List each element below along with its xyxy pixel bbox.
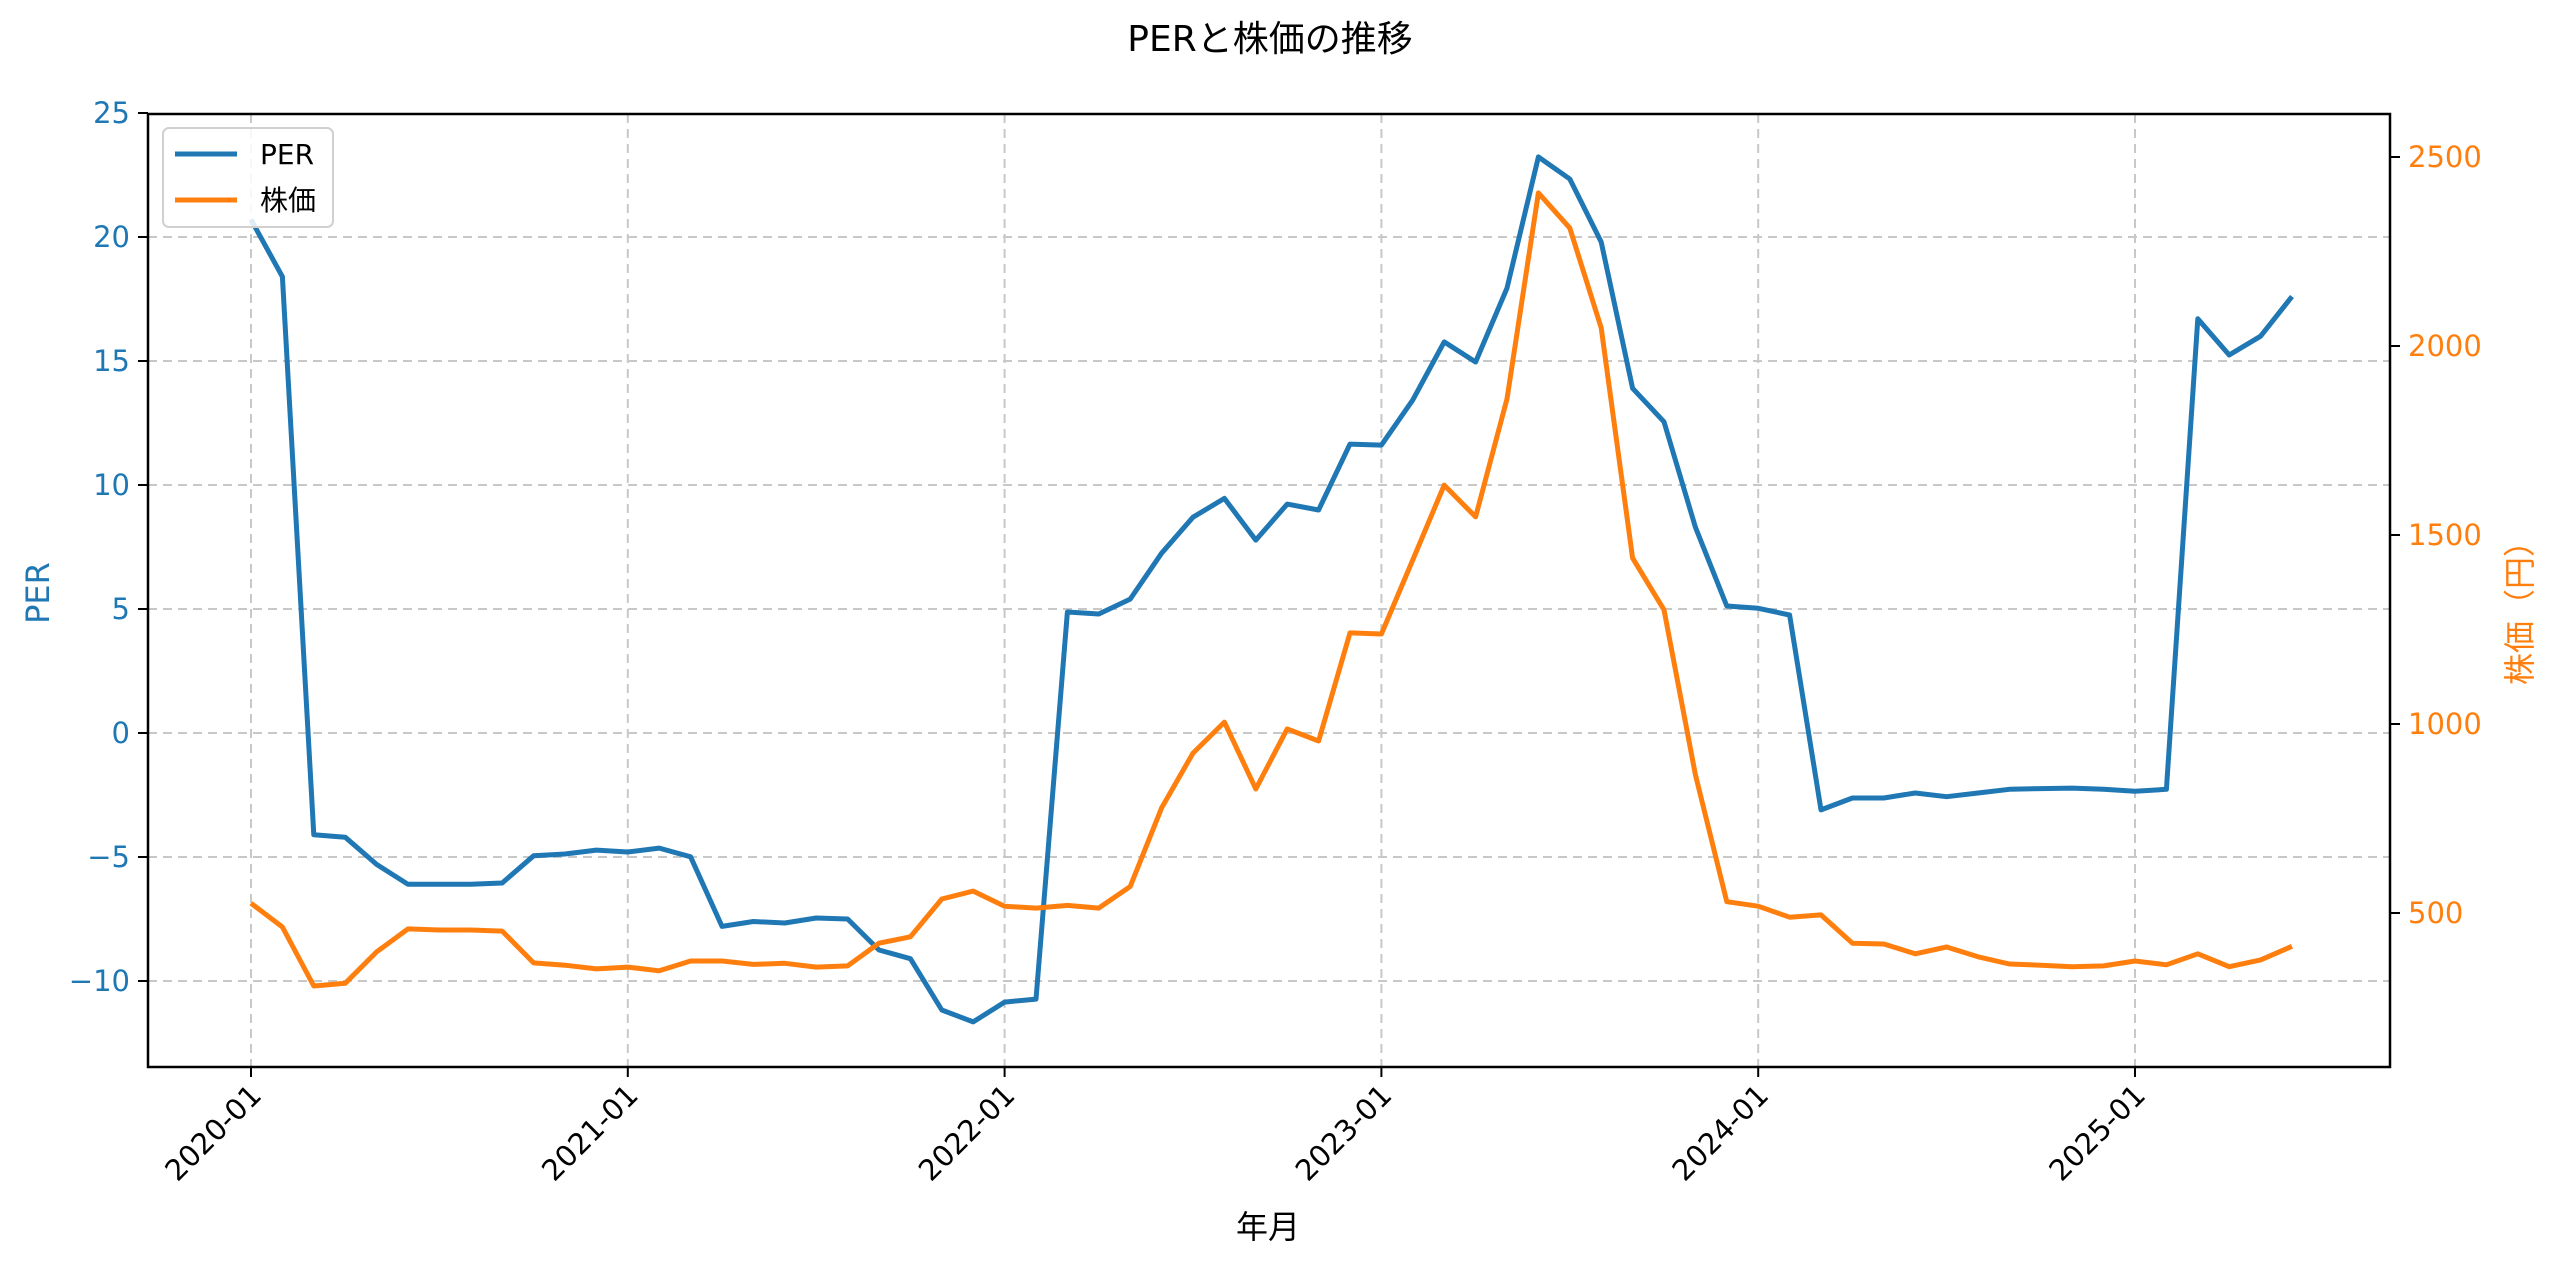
per-line	[248, 154, 2294, 1025]
x-axis: 2020-01 2021-01 2022-01 2023-01 2024-01 2025-…	[158, 1067, 2152, 1188]
right-tick-label: 2000	[2408, 329, 2482, 363]
plot-frame	[146, 112, 2392, 1069]
plot-series	[248, 154, 2294, 1025]
x-tick-label: 2020-01	[158, 1078, 268, 1188]
right-tick-label: 2500	[2408, 140, 2482, 174]
left-tick-label: 10	[93, 468, 130, 502]
right-tick-label: 1500	[2408, 518, 2482, 552]
legend: PER 株価	[162, 127, 334, 228]
left-y-axis: −10 −5 0 5 10 15 20 25	[69, 96, 148, 998]
x-tick-label: 2024-01	[1665, 1078, 1775, 1188]
left-tick-label: −5	[87, 840, 130, 874]
right-tick-label: 1000	[2408, 707, 2482, 741]
price-line	[249, 190, 2293, 989]
legend-label-price: 株価	[260, 184, 316, 217]
x-tick-label: 2021-01	[535, 1078, 645, 1188]
x-axis-label: 年月	[1236, 1208, 1300, 1246]
left-y-axis-label: PER	[19, 562, 57, 624]
x-tick-label: 2023-01	[1289, 1078, 1399, 1188]
left-tick-label: 20	[93, 220, 130, 254]
legend-label-per: PER	[260, 138, 314, 171]
left-tick-label: 15	[93, 344, 130, 378]
left-tick-label: 5	[112, 592, 130, 626]
left-tick-label: 25	[93, 96, 130, 130]
right-tick-label: 500	[2408, 896, 2463, 930]
right-y-axis-label: 株価（円）	[2501, 525, 2539, 685]
grid-lines	[148, 114, 2390, 1067]
x-tick-label: 2025-01	[2042, 1078, 2152, 1188]
x-tick-label: 2022-01	[912, 1078, 1022, 1188]
right-y-axis: 500 1000 1500 2000 2500	[2390, 140, 2482, 930]
left-tick-label: 0	[112, 716, 130, 750]
left-tick-label: −10	[69, 964, 130, 998]
chart-title: PERと株価の推移	[1127, 19, 1412, 60]
